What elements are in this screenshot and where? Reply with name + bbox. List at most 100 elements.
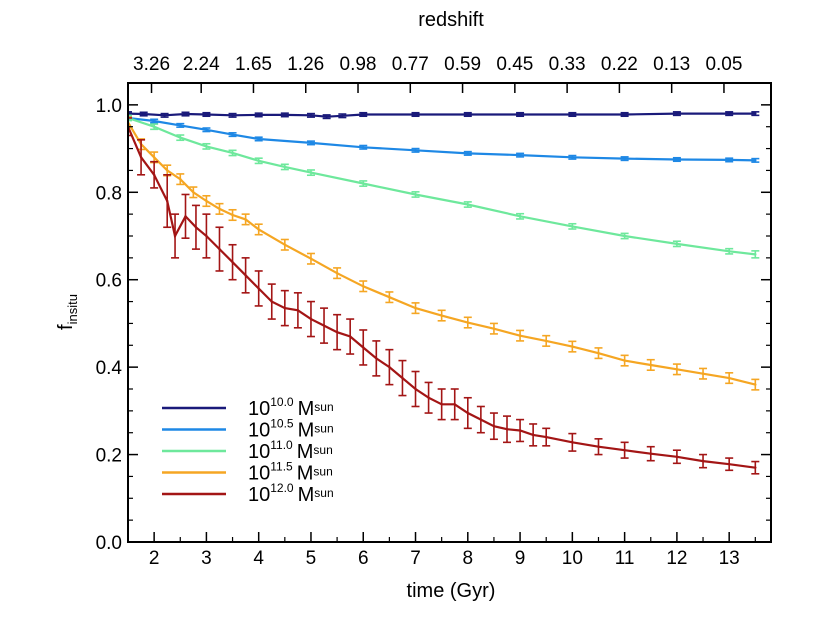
legend-label: 1012.0 Msun — [248, 481, 334, 506]
data-point — [440, 314, 443, 317]
data-point — [440, 403, 443, 406]
data-point — [205, 128, 208, 131]
data-point — [414, 306, 417, 310]
data-point — [257, 137, 260, 141]
top-tick-label: 0.77 — [392, 54, 429, 75]
data-point — [466, 203, 469, 206]
legend-label-base: 10 — [248, 484, 270, 506]
data-point — [414, 193, 417, 196]
data-point — [257, 159, 260, 163]
y-axis-title: finsitu — [55, 294, 80, 330]
legend-label-exponent: 12.0 — [270, 481, 294, 495]
data-point — [325, 115, 328, 118]
legend-label-exponent: 10.0 — [270, 395, 294, 409]
data-point — [296, 309, 300, 312]
data-point — [205, 234, 208, 238]
data-point — [701, 372, 705, 375]
data-point — [518, 215, 522, 218]
data-point — [492, 424, 496, 428]
data-point — [571, 345, 574, 348]
series-12-0 — [128, 117, 760, 475]
data-point — [531, 433, 535, 437]
legend-label-base: 10 — [248, 398, 270, 420]
data-point — [571, 156, 574, 159]
legend-label-base: 10 — [248, 463, 270, 485]
x-tick-label: 4 — [253, 548, 264, 569]
legend-label-unit-sub: sun — [313, 465, 332, 479]
y-tick-label: 0.0 — [96, 533, 122, 554]
top-tick-label: 1.65 — [235, 54, 272, 75]
data-point — [623, 113, 626, 116]
x-tick-label: 6 — [358, 548, 369, 569]
data-point — [163, 114, 166, 117]
top-tick-label: 1.26 — [287, 54, 324, 75]
data-point — [362, 113, 365, 116]
series-11-5 — [128, 116, 760, 391]
data-point — [597, 445, 600, 448]
series-10-5 — [128, 115, 760, 163]
data-point — [152, 125, 156, 128]
series-line — [128, 112, 756, 118]
data-point — [231, 213, 234, 217]
data-point — [257, 113, 260, 117]
x-tick-label: 12 — [666, 548, 687, 569]
data-point — [675, 368, 679, 371]
data-point — [270, 300, 273, 303]
data-point — [309, 114, 313, 117]
data-point — [348, 335, 352, 338]
legend-label-unit: M — [297, 463, 314, 485]
data-point — [518, 429, 522, 432]
data-point — [754, 253, 757, 256]
data-point — [139, 156, 143, 159]
data-point — [231, 133, 234, 136]
data-point — [309, 141, 313, 145]
y-tick-label: 1.0 — [96, 96, 122, 117]
data-point — [179, 177, 182, 181]
data-point — [244, 218, 247, 221]
legend-label-base: 10 — [248, 441, 270, 463]
data-point — [466, 321, 469, 324]
data-point — [283, 243, 287, 246]
data-point — [701, 459, 705, 463]
x-tick-label: 9 — [515, 548, 526, 569]
data-point — [362, 182, 365, 185]
data-point — [166, 169, 169, 172]
data-point — [414, 149, 417, 152]
top-tick-label: 0.05 — [705, 54, 742, 75]
data-point — [184, 112, 187, 116]
data-point — [231, 114, 234, 117]
x-tick-label: 11 — [615, 548, 635, 569]
x-tick-label: 8 — [463, 548, 474, 569]
y-axis-title-sub: insitu — [65, 294, 80, 324]
data-point — [727, 158, 731, 162]
top-tick-label: 2.24 — [183, 54, 220, 75]
legend-label: 1010.0 Msun — [248, 395, 334, 420]
series-line — [128, 116, 756, 162]
data-point — [362, 285, 365, 288]
data-point — [649, 452, 652, 455]
data-point — [341, 114, 344, 117]
y-tick-label: 0.4 — [96, 358, 123, 379]
legend-label-unit-sub: sun — [314, 400, 333, 414]
data-point — [257, 287, 260, 290]
data-point — [179, 124, 182, 127]
series-10-0 — [128, 111, 760, 120]
top-tick-label: 0.13 — [653, 54, 690, 75]
data-point — [518, 113, 522, 116]
data-point — [623, 359, 626, 362]
data-point — [414, 387, 417, 391]
data-point — [184, 215, 187, 218]
legend-label-unit: M — [297, 441, 314, 463]
series-group — [128, 111, 760, 475]
data-point — [571, 441, 574, 444]
series-line — [128, 121, 756, 386]
data-point — [375, 357, 378, 360]
legend-item: 1012.0 Msun — [162, 481, 334, 506]
legend-label-exponent: 11.5 — [270, 460, 293, 474]
x-axis-title: time (Gyr) — [407, 580, 496, 602]
data-point — [518, 153, 522, 157]
top-tick-label: 0.33 — [549, 54, 586, 75]
data-point — [362, 146, 365, 149]
legend-label-exponent: 11.0 — [270, 438, 293, 452]
data-point — [623, 449, 626, 452]
